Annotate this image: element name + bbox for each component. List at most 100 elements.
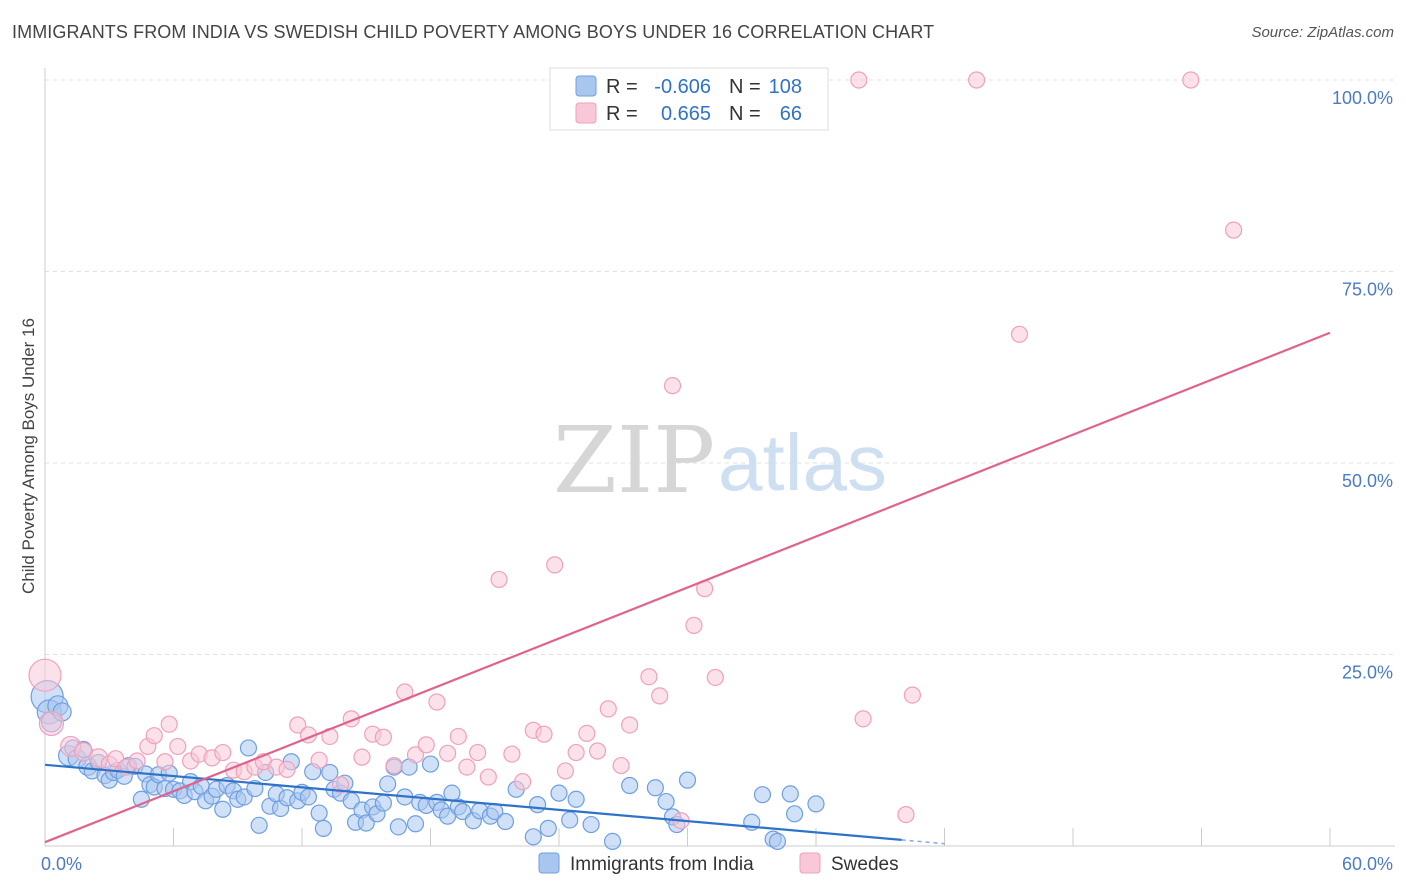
data-point-swedes-47 [535,725,553,743]
data-point-swedes-66 [903,686,921,704]
data-point-swedes-70 [1225,221,1243,239]
watermark-zip: ZIP [553,407,715,514]
data-point-swedes-58 [663,377,682,395]
y-tick-label-3: 100.0% [1332,88,1393,108]
bottom-legend-swatch-india [538,852,560,874]
data-point-swedes-69 [1182,71,1200,89]
data-point-swedes-33 [385,756,403,775]
series-india-points [30,680,825,851]
data-point-swedes-49 [556,762,575,780]
data-point-swedes-67 [968,71,986,89]
data-point-swedes-41 [469,743,487,762]
data-point-swedes-23 [278,760,296,779]
legend-n-value-india: 108 [769,76,802,98]
grid-lines [45,79,1395,655]
y-tick-label-2: 75.0% [1342,280,1393,300]
data-point-india-102 [753,786,772,804]
data-point-india-65 [374,794,392,812]
data-point-india-88 [528,796,547,814]
data-point-india-92 [567,790,585,808]
data-point-swedes-12 [160,715,178,733]
data-point-swedes-11 [156,753,174,771]
data-point-swedes-17 [214,743,232,762]
x-tick-label-1: 60.0% [1342,854,1393,874]
data-point-india-91 [561,811,579,829]
data-point-swedes-60 [685,616,703,634]
data-point-india-42 [250,816,268,834]
bottom-legend-swatch-swedes [799,852,821,874]
data-point-india-104 [768,832,787,851]
trend-line-india [44,763,902,841]
legend-n-label-swedes: N = [729,103,761,125]
trend-line-swedes [44,331,1331,844]
trend-line-india-extension [901,839,945,845]
bottom-legend-label-india: Immigrants from India [570,854,754,875]
y-tick-label-1: 50.0% [1342,471,1393,491]
data-point-swedes-56 [640,668,658,686]
data-point-swedes-55 [621,716,639,734]
data-point-india-96 [646,779,664,797]
data-point-india-93 [582,815,600,834]
data-point-india-53 [310,804,328,822]
data-point-swedes-30 [353,748,371,766]
data-point-swedes-8 [128,752,146,770]
data-point-swedes-65 [897,805,915,824]
data-point-india-90 [550,784,568,802]
legend: R = -0.606 N = 108 R = 0.665 N = 66 [549,67,829,131]
data-point-swedes-38 [439,744,457,762]
data-point-swedes-57 [651,687,669,705]
y-tick-labels: 25.0% 50.0% 75.0% 100.0% [1332,88,1393,683]
series-swedes-points [28,71,1243,830]
data-point-swedes-13 [169,737,187,756]
legend-r-value-india: -0.606 [654,76,711,98]
data-point-india-55 [321,763,339,782]
data-point-india-71 [406,815,425,833]
data-point-india-85 [496,812,515,831]
data-point-india-68 [389,818,407,836]
data-point-swedes-36 [417,736,435,754]
data-point-swedes-42 [479,768,497,786]
y-axis-label: Child Poverty Among Boys Under 16 [19,318,38,594]
data-point-swedes-32 [374,728,392,746]
data-point-india-66 [379,775,397,793]
bottom-legend: Immigrants from India Swedes [538,852,899,875]
bottom-legend-label-swedes: Swedes [831,854,899,875]
data-point-india-35 [214,800,232,818]
legend-r-value-swedes: 0.665 [661,103,711,125]
data-point-india-74 [421,755,440,773]
data-point-swedes-50 [567,743,585,762]
data-point-india-105 [781,785,799,803]
data-point-swedes-0 [28,658,62,692]
data-point-swedes-45 [513,773,532,791]
data-point-india-40 [239,739,258,757]
legend-r-label-swedes: R = [606,103,638,125]
data-point-swedes-35 [406,746,425,764]
data-point-india-94 [603,832,622,851]
data-point-india-51 [299,788,318,806]
chart-title: IMMIGRANTS FROM INDIA VS SWEDISH CHILD P… [12,22,935,42]
data-point-india-107 [807,795,825,813]
data-point-swedes-51 [578,724,596,742]
legend-swatch-india [575,75,597,97]
x-tick-label-0: 0.0% [41,854,82,874]
data-point-swedes-62 [706,668,724,687]
data-point-india-54 [314,819,333,837]
data-point-swedes-53 [599,700,617,718]
data-point-india-95 [621,776,639,795]
data-point-swedes-44 [503,745,521,763]
data-point-swedes-52 [588,742,607,760]
watermark-atlas: atlas [718,418,887,507]
data-point-swedes-54 [612,756,630,775]
data-point-swedes-43 [490,570,508,589]
data-point-swedes-24 [289,716,307,734]
data-point-india-97 [657,792,675,811]
data-point-swedes-63 [850,71,868,89]
data-point-india-87 [524,828,542,846]
data-point-swedes-28 [331,776,350,794]
data-point-india-106 [785,805,804,823]
y-tick-label-0: 25.0% [1342,663,1393,683]
data-point-swedes-64 [854,710,872,728]
data-point-swedes-37 [428,693,446,711]
chart-source: Source: ZipAtlas.com [1251,24,1394,41]
